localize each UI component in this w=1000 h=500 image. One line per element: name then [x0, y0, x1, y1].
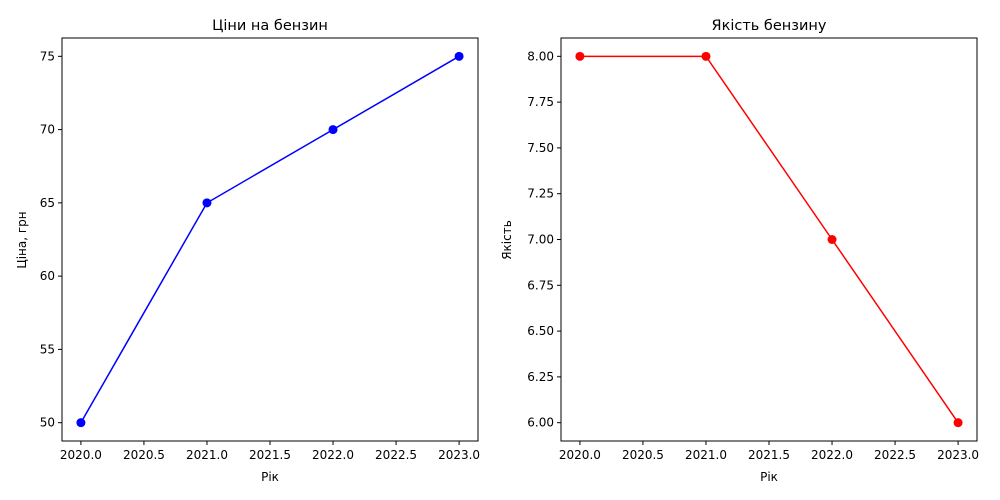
y-tick-label: 55: [40, 342, 55, 356]
y-tick-label: 8.00: [527, 49, 554, 63]
series-line: [80, 55, 460, 424]
x-tick-label: 2022.0: [811, 448, 853, 462]
y-axis-label: Якість: [500, 220, 514, 260]
chart-title: Ціни на бензин: [212, 18, 328, 34]
y-tick-label: 60: [40, 269, 55, 283]
data-point: [575, 51, 585, 61]
x-tick-label: 2021.0: [186, 448, 228, 462]
x-tick-label: 2020.5: [123, 448, 165, 462]
x-tick-label: 2020.0: [60, 448, 102, 462]
y-axis-label: Ціна, грн: [15, 211, 29, 268]
chart-fuel-quality: Якість бензину Рік Якість 2020.0 2020.5 20…: [500, 18, 979, 484]
x-axis-label: Рік: [760, 470, 778, 484]
x-tick-label: 2022.5: [874, 448, 916, 462]
chart-title: Якість бензину: [712, 18, 827, 34]
x-tick-label: 2021.5: [748, 448, 790, 462]
data-point: [202, 198, 212, 208]
y-tick-label: 6.50: [527, 324, 554, 338]
x-tick-label: 2022.0: [312, 448, 354, 462]
y-tick-label: 70: [40, 123, 55, 137]
data-point: [76, 418, 86, 428]
x-tick-label: 2020.5: [622, 448, 664, 462]
x-tick-label: 2021.5: [249, 448, 291, 462]
x-axis-label: Рік: [261, 470, 279, 484]
data-point: [454, 51, 464, 61]
chart-fuel-price: Ціни на бензин Рік Ціна, грн 2020.0 2020.…: [15, 18, 480, 484]
data-point: [328, 125, 338, 135]
y-tick-label: 7.50: [527, 141, 554, 155]
data-point: [701, 51, 711, 61]
y-tick-label: 50: [40, 416, 55, 430]
x-tick-label: 2023.0: [438, 448, 480, 462]
x-tick-label: 2020.0: [559, 448, 601, 462]
plot-area: 2020.0 2020.5 2021.0 2021.5 2022.0 2022.5 2023…: [527, 37, 979, 462]
x-tick-label: 2021.0: [685, 448, 727, 462]
x-tick-label: 2023.0: [937, 448, 979, 462]
y-tick-label: 6.00: [527, 416, 554, 430]
y-tick-label: 75: [40, 49, 55, 63]
data-point: [827, 235, 837, 244]
y-tick-label: 7.25: [527, 187, 554, 201]
y-tick-label: 6.25: [527, 370, 554, 384]
plot-area: 2020.0 2020.5 2021.0 2021.5 2022.0 2022.5 2023…: [40, 37, 480, 462]
x-tick-label: 2022.5: [375, 448, 417, 462]
y-tick-label: 65: [40, 196, 55, 210]
y-tick-label: 7.75: [527, 95, 554, 109]
series-line: [579, 55, 959, 424]
data-point: [953, 418, 963, 428]
y-tick-label: 7.00: [527, 233, 554, 247]
y-tick-label: 6.75: [527, 278, 554, 292]
